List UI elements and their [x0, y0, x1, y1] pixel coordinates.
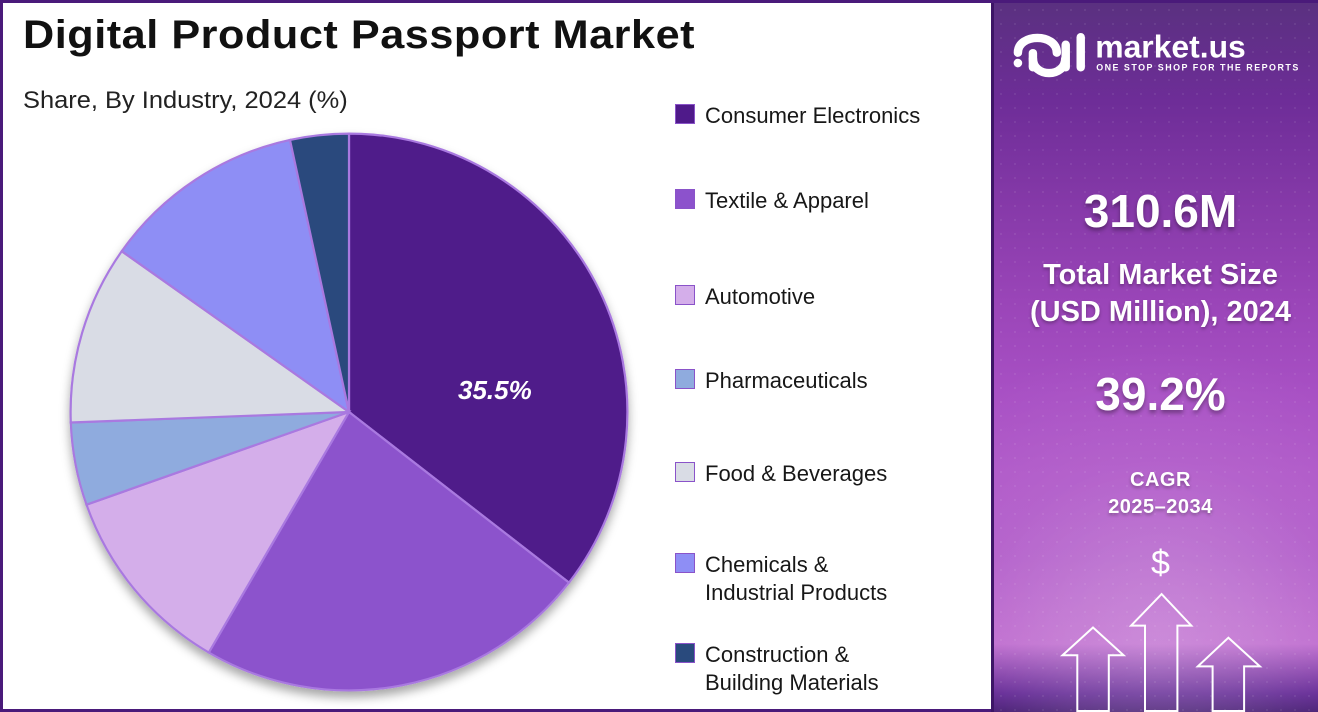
svg-text:ONE STOP SHOP FOR THE REPORTS: ONE STOP SHOP FOR THE REPORTS — [1096, 63, 1300, 73]
svg-text:market.us: market.us — [1095, 28, 1246, 64]
